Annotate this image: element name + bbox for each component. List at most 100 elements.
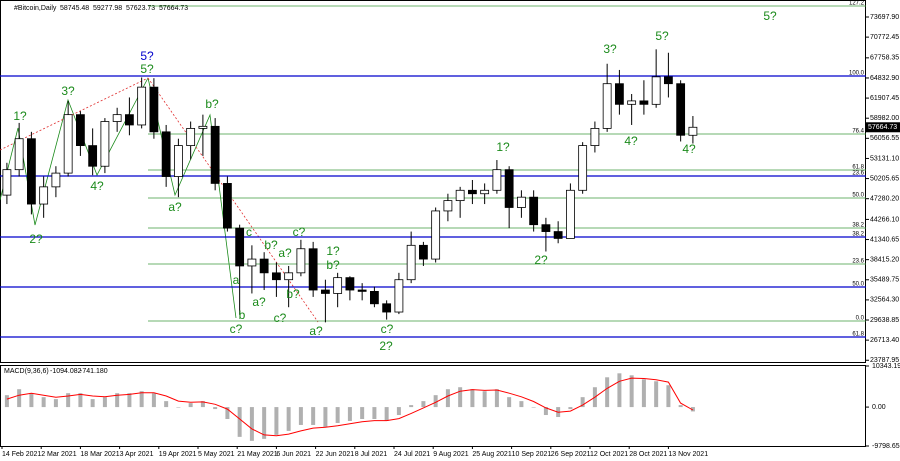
y-tick-label: 53131.10 xyxy=(870,155,899,162)
candle-body xyxy=(137,86,147,126)
wave-label: b? xyxy=(205,97,219,111)
macd-bar xyxy=(360,407,365,419)
macd-bar xyxy=(262,407,267,439)
wave-label: a? xyxy=(252,295,266,309)
wave-label: 5? xyxy=(655,29,669,43)
candle-body xyxy=(394,279,404,313)
macd-bar xyxy=(17,389,22,408)
macd-bar xyxy=(274,407,279,435)
candle-body xyxy=(320,289,330,294)
candle-body xyxy=(578,145,588,191)
macd-bar xyxy=(409,405,414,408)
level-label: 100.0 xyxy=(849,71,865,77)
macd-bar xyxy=(458,387,463,408)
candle-body xyxy=(296,248,306,274)
wave-label: b? xyxy=(264,238,278,252)
y-tick-label: -9798.656 xyxy=(872,443,900,450)
candle-body xyxy=(688,126,698,136)
macd-signal-value: -741.180 xyxy=(80,368,108,375)
macd-bar xyxy=(4,395,9,408)
candle-body xyxy=(88,145,98,167)
macd-value: -1094.082 xyxy=(50,368,82,375)
macd-bar xyxy=(372,407,377,419)
macd-bar xyxy=(494,389,499,408)
wave-label: 5? xyxy=(763,9,777,23)
candle-body xyxy=(467,189,477,195)
y-tick-label: 64832.90 xyxy=(870,75,899,82)
wave-label: 3? xyxy=(61,84,75,98)
x-tick-label: 24 Jul 2021 xyxy=(394,451,430,458)
macd-bar xyxy=(654,381,659,408)
candle-body xyxy=(284,272,294,281)
wave-label: 3? xyxy=(603,42,617,56)
candle-body xyxy=(161,131,171,177)
candle-body xyxy=(271,272,281,281)
candle-body xyxy=(651,76,661,105)
wave-label: a? xyxy=(309,324,323,338)
macd-bar xyxy=(78,393,83,408)
x-tick-label: 5 May 2021 xyxy=(198,451,235,458)
y-tick-label: 0.00 xyxy=(872,404,886,411)
macd-bar xyxy=(690,407,695,412)
candle-body xyxy=(173,145,183,177)
wave-label: b? xyxy=(326,258,340,272)
wave-label: c? xyxy=(293,225,306,239)
wave-label: c? xyxy=(230,322,243,336)
candle-body xyxy=(125,114,134,126)
y-tick-label: 44266.10 xyxy=(870,216,899,223)
macd-bar xyxy=(543,407,548,416)
macd-bar xyxy=(115,393,120,408)
candle-body xyxy=(222,183,232,229)
macd-bar xyxy=(139,391,144,408)
candle-body xyxy=(149,86,159,133)
candle-body xyxy=(112,114,122,122)
macd-bar xyxy=(617,373,622,408)
x-tick-label: 28 Oct 2021 xyxy=(629,451,667,458)
level-label: 50.0 xyxy=(852,282,864,288)
x-tick-label: 13 Nov 2021 xyxy=(668,451,708,458)
candle-body xyxy=(480,189,490,195)
macd-bar xyxy=(53,399,58,408)
y-tick-label: 58982.00 xyxy=(870,115,899,122)
macd-bar xyxy=(176,407,181,408)
x-tick-label: 3 Apr 2021 xyxy=(120,451,154,458)
candle-body xyxy=(443,200,453,212)
macd-bar xyxy=(29,393,34,408)
x-tick-label: 25 Aug 2021 xyxy=(472,451,511,458)
candle-body xyxy=(39,186,49,205)
x-tick-label: 21 May 2021 xyxy=(237,451,278,458)
y-tick-label: 29638.85 xyxy=(870,317,899,324)
macd-signal-line xyxy=(6,377,694,437)
macd-bar xyxy=(225,407,230,419)
candle-body xyxy=(247,258,257,267)
candle-body xyxy=(529,196,539,226)
level-label: 38.2 xyxy=(852,223,864,229)
macd-bar xyxy=(519,401,524,408)
candle-body xyxy=(235,227,245,267)
wave-line xyxy=(0,77,149,151)
y-tick-label: 41340.65 xyxy=(870,236,899,243)
macd-bar xyxy=(151,393,156,408)
y-tick-label: 56056.55 xyxy=(870,135,899,142)
level-label: 76.4 xyxy=(852,129,864,135)
macd-bar xyxy=(507,397,512,408)
candle-body xyxy=(76,114,85,146)
y-tick-label: 73697.90 xyxy=(870,14,899,21)
candle-body xyxy=(100,121,110,167)
macd-bar xyxy=(286,407,291,431)
x-tick-label: 14 Feb 2021 xyxy=(2,451,41,458)
macd-bar xyxy=(421,401,426,408)
wave-label: 2? xyxy=(29,232,43,246)
candle-body xyxy=(406,244,416,281)
wave-label: 4? xyxy=(682,142,696,156)
wave-label: 4? xyxy=(624,134,638,148)
candle-body xyxy=(431,210,441,260)
candle-body xyxy=(504,169,514,208)
y-tick-label: 47280.20 xyxy=(870,196,899,203)
macd-bar xyxy=(605,377,610,408)
candle-body xyxy=(198,125,208,129)
macd-bar xyxy=(298,407,303,425)
candle-body xyxy=(492,169,502,191)
macd-bar xyxy=(641,379,646,408)
